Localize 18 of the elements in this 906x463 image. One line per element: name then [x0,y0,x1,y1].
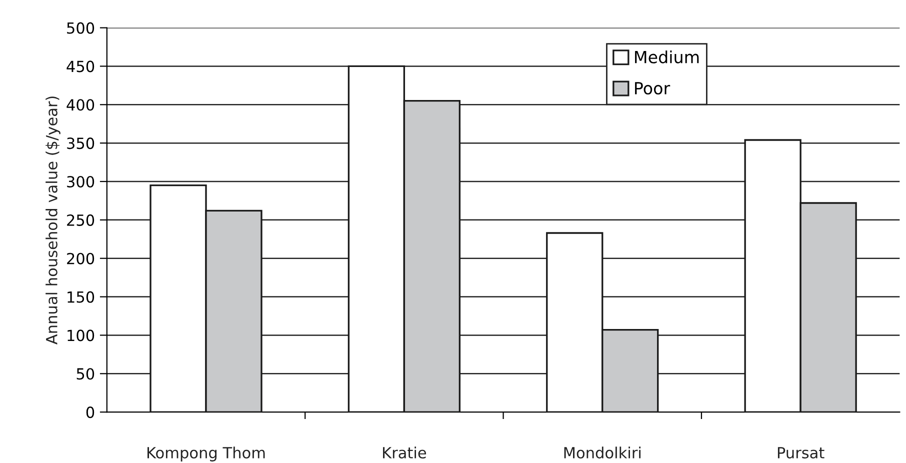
y-tick-label: 400 [66,99,94,111]
legend-label: Poor [635,82,670,94]
y-tick-label: 0 [86,406,94,418]
y-tick-label: 300 [67,176,94,188]
x-tick-label: Kompong Thom [147,446,265,462]
y-axis-title: Annual household value ($/year) [46,96,60,344]
y-tick-label: 350 [67,138,94,150]
x-tick-label: Kratie [383,446,426,458]
x-tick-label: Mondolkiri [564,446,641,458]
y-tick-label: 50 [76,368,94,380]
x-tick-label: Pursat [778,447,824,458]
legend-label: Medium [635,50,699,64]
y-tick-label: 500 [67,22,94,34]
y-tick-label: 450 [66,60,94,72]
y-tick-label: 250 [67,214,94,226]
y-tick-label: 100 [68,330,94,342]
y-tick-label: 200 [67,252,94,264]
y-tick-label: 150 [68,291,94,303]
